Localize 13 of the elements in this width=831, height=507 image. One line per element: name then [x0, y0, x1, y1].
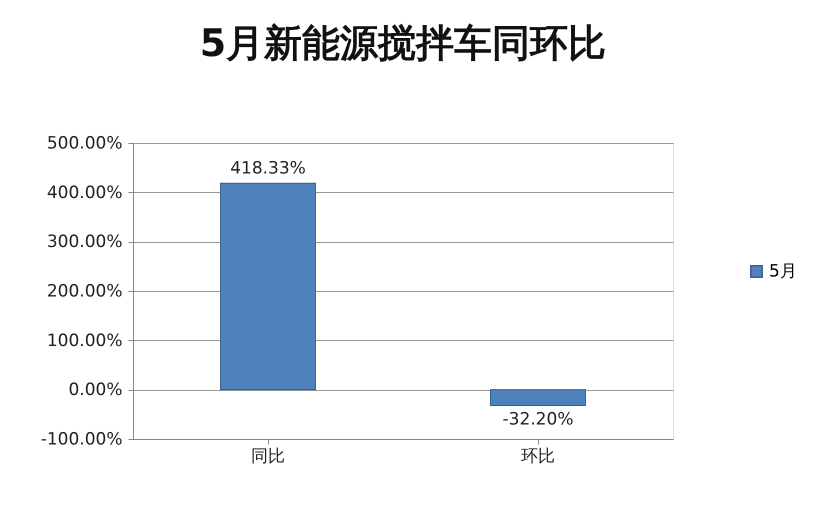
y-tick-label: -100.00% [40, 430, 122, 450]
data-label: -32.20% [502, 410, 574, 430]
y-tick-label: 500.00% [46, 134, 122, 154]
legend-label: 5月 [769, 262, 797, 282]
data-label: 418.33% [230, 158, 306, 178]
x-tick-label: 同比 [251, 446, 285, 466]
chart-title: 5月新能源搅拌车同环比 [200, 21, 606, 65]
x-tick-label: 环比 [521, 446, 555, 466]
y-tick-label: 0.00% [68, 380, 122, 400]
y-tick-label: 300.00% [46, 232, 122, 252]
y-tick-label: 200.00% [46, 282, 122, 302]
y-tick-label: 100.00% [46, 330, 122, 351]
y-tick-label: 400.00% [46, 182, 122, 203]
